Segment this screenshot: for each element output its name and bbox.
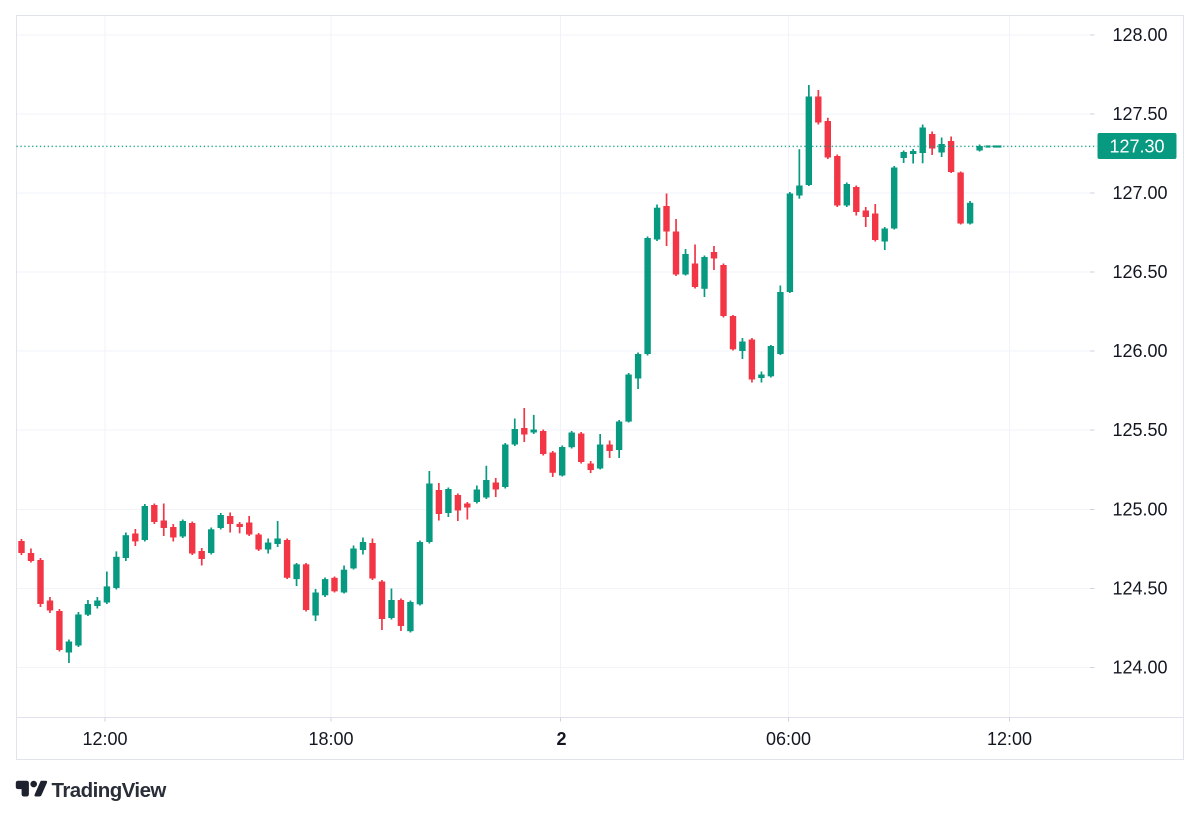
svg-text:125.00: 125.00 bbox=[1112, 500, 1167, 520]
svg-text:12:00: 12:00 bbox=[987, 729, 1032, 749]
svg-text:18:00: 18:00 bbox=[308, 729, 353, 749]
svg-text:124.50: 124.50 bbox=[1112, 579, 1167, 599]
svg-text:TradingView: TradingView bbox=[52, 779, 167, 802]
svg-text:2: 2 bbox=[556, 729, 566, 749]
svg-text:126.00: 126.00 bbox=[1112, 341, 1167, 361]
svg-text:12:00: 12:00 bbox=[82, 729, 127, 749]
svg-text:06:00: 06:00 bbox=[766, 729, 811, 749]
svg-text:128.00: 128.00 bbox=[1112, 25, 1167, 45]
svg-text:125.50: 125.50 bbox=[1112, 420, 1167, 440]
svg-text:126.50: 126.50 bbox=[1112, 262, 1167, 282]
svg-text:127.50: 127.50 bbox=[1112, 104, 1167, 124]
svg-text:127.30: 127.30 bbox=[1109, 137, 1164, 157]
svg-text:127.00: 127.00 bbox=[1112, 183, 1167, 203]
svg-text:124.00: 124.00 bbox=[1112, 658, 1167, 678]
